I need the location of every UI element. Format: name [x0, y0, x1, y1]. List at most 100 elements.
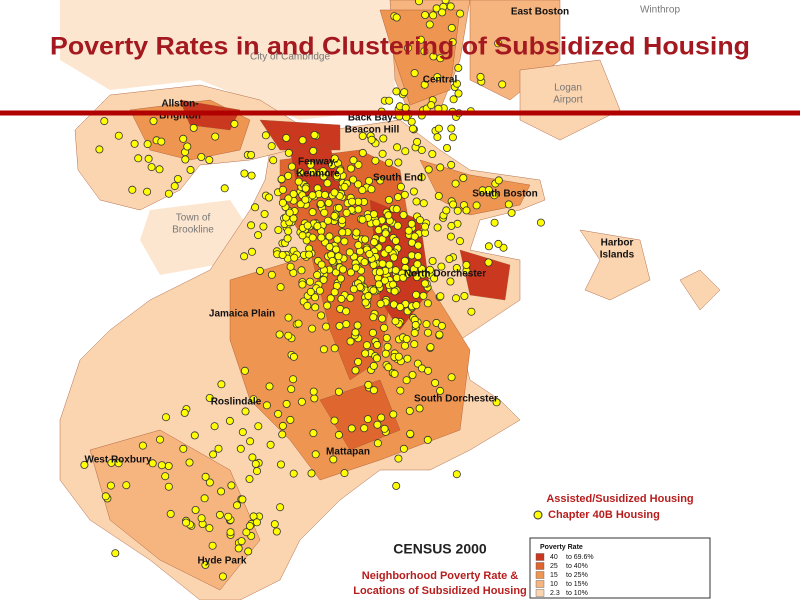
housing-dot [289, 375, 298, 384]
housing-dot [385, 260, 394, 269]
housing-dot [284, 194, 293, 203]
caption-line: Locations of Subsidized Housing [353, 585, 527, 597]
housing-dot [484, 242, 493, 251]
housing-dot [217, 487, 226, 496]
legend-swatch [535, 562, 545, 570]
housing-dot [446, 232, 455, 241]
housing-dot [434, 191, 443, 200]
housing-dot [345, 248, 354, 257]
housing-dot [414, 252, 423, 261]
housing-dot [494, 39, 503, 48]
housing-dot [311, 450, 320, 459]
housing-dot [164, 189, 173, 198]
housing-dot [303, 301, 312, 310]
housing-dot [311, 303, 320, 312]
housing-dot [380, 276, 389, 285]
housing-dot [179, 134, 188, 143]
housing-dot [346, 337, 355, 346]
housing-dot [287, 162, 296, 171]
housing-dot [389, 253, 398, 262]
housing-dot [197, 514, 206, 523]
housing-dot [226, 528, 235, 537]
housing-dot [368, 328, 377, 337]
housing-dot [455, 237, 464, 246]
housing-dot [330, 188, 339, 197]
housing-dot [330, 344, 339, 353]
housing-dot [325, 232, 334, 241]
housing-dot [323, 301, 332, 310]
housing-dot [307, 469, 316, 478]
housing-dot [251, 203, 260, 212]
housing-dot [369, 210, 378, 219]
housing-dot [410, 69, 419, 78]
housing-dot [111, 549, 120, 558]
housing-dot [404, 226, 413, 235]
housing-dot [437, 321, 446, 330]
housing-dot [218, 572, 227, 581]
housing-dot [328, 256, 337, 265]
housing-dot [352, 228, 361, 237]
housing-dot [452, 263, 461, 272]
housing-dot [323, 216, 332, 225]
housing-dot [161, 413, 170, 422]
housing-dot [389, 410, 398, 419]
map-label: Brookline [172, 225, 214, 236]
map-label: Logan [554, 83, 582, 94]
housing-dot [225, 416, 234, 425]
housing-dot [301, 184, 310, 193]
housing-dot [274, 225, 283, 234]
housing-dot [419, 291, 428, 300]
housing-dot [242, 528, 251, 537]
housing-dot [445, 254, 454, 263]
housing-dot [305, 277, 314, 286]
housing-dot [442, 143, 451, 152]
housing-dot [399, 444, 408, 453]
housing-dot [274, 409, 283, 418]
housing-dot [428, 149, 437, 158]
housing-dot [278, 198, 287, 207]
housing-dot [360, 258, 369, 267]
housing-dot [353, 321, 362, 330]
housing-dot [326, 294, 335, 303]
housing-dot [240, 252, 249, 261]
housing-dot [205, 393, 214, 402]
housing-dot [173, 174, 182, 183]
housing-dot [210, 422, 219, 431]
housing-dot [294, 319, 303, 328]
housing-dot [399, 210, 408, 219]
housing-dot [390, 369, 399, 378]
housing-dot [266, 440, 275, 449]
housing-dot [322, 322, 331, 331]
housing-dot [410, 328, 419, 337]
housing-dot [401, 147, 410, 156]
housing-dot [367, 135, 376, 144]
housing-dot [260, 209, 269, 218]
housing-dot [452, 79, 461, 88]
housing-dot [448, 133, 457, 142]
legend-high: to 69.6% [566, 554, 594, 561]
housing-dot [267, 142, 276, 151]
housing-dot [164, 461, 173, 470]
legend-high: to 40% [566, 563, 588, 570]
symbol-title: Assisted/Susidized Housing [546, 493, 693, 505]
housing-dot [369, 361, 378, 370]
housing-dot [376, 176, 385, 185]
legend-swatch [535, 571, 545, 579]
housing-dot [451, 294, 460, 303]
housing-dot [272, 527, 281, 536]
housing-dot [284, 331, 293, 340]
housing-dot [209, 450, 218, 459]
housing-dot [201, 560, 210, 569]
housing-dot [278, 430, 287, 439]
housing-dot [449, 95, 458, 104]
housing-dot [284, 171, 293, 180]
housing-dot [462, 206, 471, 215]
map-label: Islands [600, 250, 635, 261]
housing-dot [284, 313, 293, 322]
housing-dot [134, 154, 143, 163]
housing-dot [310, 394, 319, 403]
housing-dot [436, 292, 445, 301]
housing-dot [143, 140, 152, 149]
housing-dot [267, 270, 276, 279]
legend-low: 25 [550, 563, 558, 570]
